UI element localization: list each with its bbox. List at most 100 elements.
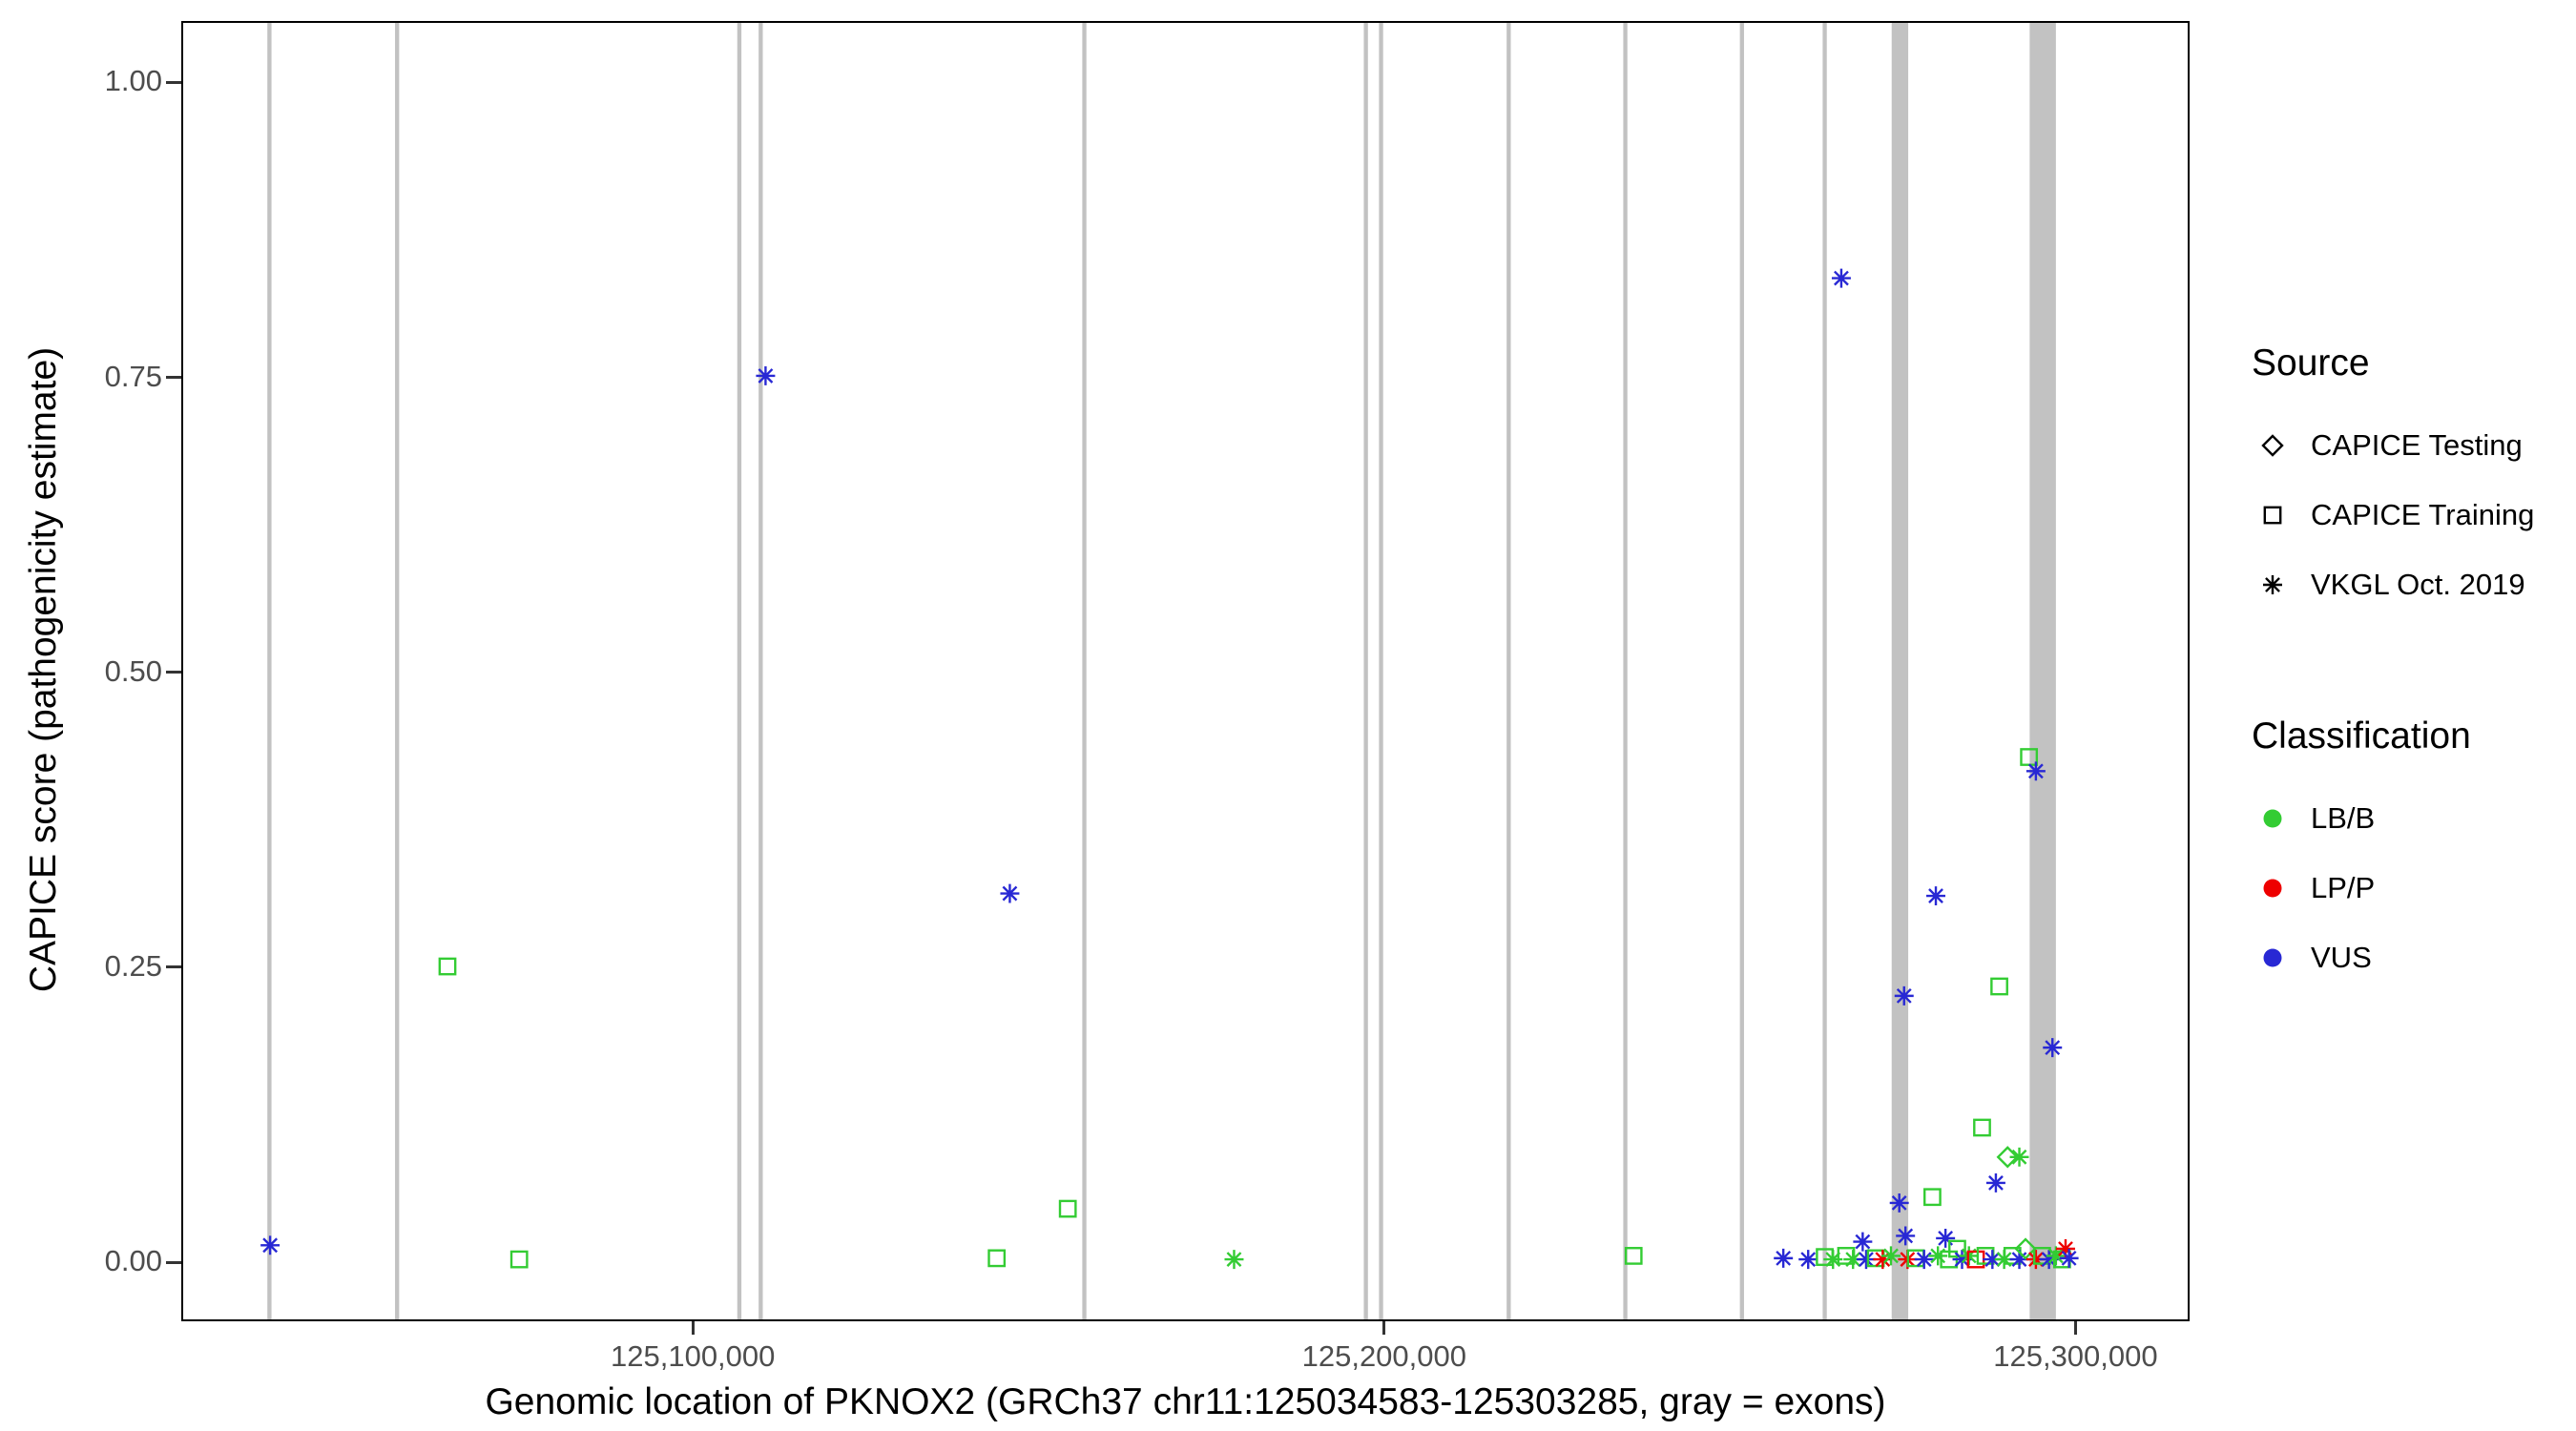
asterisk-marker [2056,1239,2075,1258]
data-point [1894,985,1914,1006]
square-marker [438,957,457,976]
y-tick-label: 0.25 [104,948,162,983]
data-point [1853,1232,1873,1252]
y-tick-label: 1.00 [104,64,162,98]
asterisk-marker [2043,1038,2063,1058]
data-point [1889,1192,1909,1213]
asterisk-marker [2025,761,2046,781]
asterisk-marker [1856,1250,1876,1270]
x-tick-label: 125,300,000 [1993,1339,2158,1373]
data-point [1873,1250,1893,1270]
data-point [1224,1250,1244,1270]
data-point [987,1249,1007,1268]
asterisk-marker [1894,985,1914,1006]
exon-bar [737,23,742,1319]
asterisk-marker [1774,1248,1794,1268]
asterisk-marker [2263,574,2282,594]
diamond-icon [2261,433,2284,457]
legend-classification-label: VUS [2311,940,2372,974]
data-point [1856,1250,1876,1270]
color-dot-icon [2263,809,2282,827]
asterisk-marker [1985,1172,2005,1192]
exon-bar [1891,23,1909,1319]
exon-bar [1379,23,1383,1319]
diamond-marker [1996,1146,2019,1169]
asterisk-marker [1914,1250,1934,1270]
plot-area-svg [260,23,2079,1319]
color-dot [2263,809,2282,827]
legend-source-title: Source [2252,342,2370,384]
data-point [1000,883,1020,903]
square-icon [2263,506,2282,524]
square-marker [1624,1247,1643,1265]
data-point [1926,886,1946,906]
exon-bar [1822,23,1827,1319]
data-point [1914,1250,1934,1270]
color-dot [2263,879,2282,897]
exon-bar [1506,23,1511,1319]
data-point [2009,1147,2029,1167]
data-point [2056,1239,2075,1258]
asterisk-marker [1843,1250,1863,1270]
data-point [1774,1248,1794,1268]
x-tick-mark [1382,1321,1386,1335]
data-point [1831,268,1851,288]
square-marker [1058,1199,1077,1218]
exon-bar [758,23,763,1319]
square-marker [1990,977,2008,996]
y-tick-mark [166,671,181,674]
y-tick-label: 0.00 [104,1244,162,1278]
x-tick-mark [691,1321,695,1335]
asterisk-marker [1873,1250,1893,1270]
asterisk-marker [1926,886,1946,906]
data-point [2025,1250,2046,1270]
exon-bar [1363,23,1368,1319]
data-point [1798,1250,1818,1270]
data-point [1985,1172,2005,1192]
x-tick-label: 125,200,000 [1301,1339,1467,1373]
legend-classification-item: LB/B [2252,783,2566,853]
asterisk-marker [2046,1246,2066,1266]
data-point [1823,1250,1843,1270]
data-point [2009,1250,2029,1270]
diamond-marker [2014,1237,2037,1260]
data-point [260,1235,280,1255]
data-point [438,957,457,976]
data-point [2046,1246,2066,1266]
asterisk-marker [1952,1250,1972,1270]
data-point [1996,1146,2019,1169]
x-axis-label: Genomic location of PKNOX2 (GRCh37 chr11… [485,1381,1886,1422]
y-tick-label: 0.50 [104,653,162,688]
data-point [756,365,776,385]
asterisk-marker [1881,1246,1901,1266]
legend-source-items: CAPICE Testing CAPICE Training VKGL Oct. 2… [2252,410,2566,619]
legend-classification-title: Classification [2252,716,2471,757]
asterisk-marker [2059,1248,2079,1268]
y-tick-mark [166,965,181,969]
legend-classification-item: LP/P [2252,853,2566,923]
data-point [1990,977,2008,996]
asterisk-marker [1936,1228,1956,1248]
diamond-marker [2261,433,2284,457]
color-dot-icon [2263,948,2282,966]
y-tick-mark [166,376,181,380]
y-tick-mark [166,80,181,84]
data-point [1983,1250,2003,1270]
legend-source-label: CAPICE Training [2311,497,2535,531]
y-tick-mark [166,1260,181,1264]
exon-bar [267,23,272,1319]
asterisk-marker [2039,1250,2059,1270]
data-point [2043,1038,2063,1058]
square-marker [2263,506,2282,524]
asterisk-marker [1983,1250,2003,1270]
data-point [1058,1199,1077,1218]
legend-source-label: VKGL Oct. 2019 [2311,567,2525,601]
data-point [1896,1226,1916,1246]
exon-bar [1082,23,1087,1319]
asterisk-marker [2025,1250,2046,1270]
asterisk-marker [2009,1250,2029,1270]
data-point [1843,1250,1863,1270]
y-tick-label: 0.75 [104,359,162,393]
data-point [2014,1237,2037,1260]
exon-bar [2029,23,2056,1319]
